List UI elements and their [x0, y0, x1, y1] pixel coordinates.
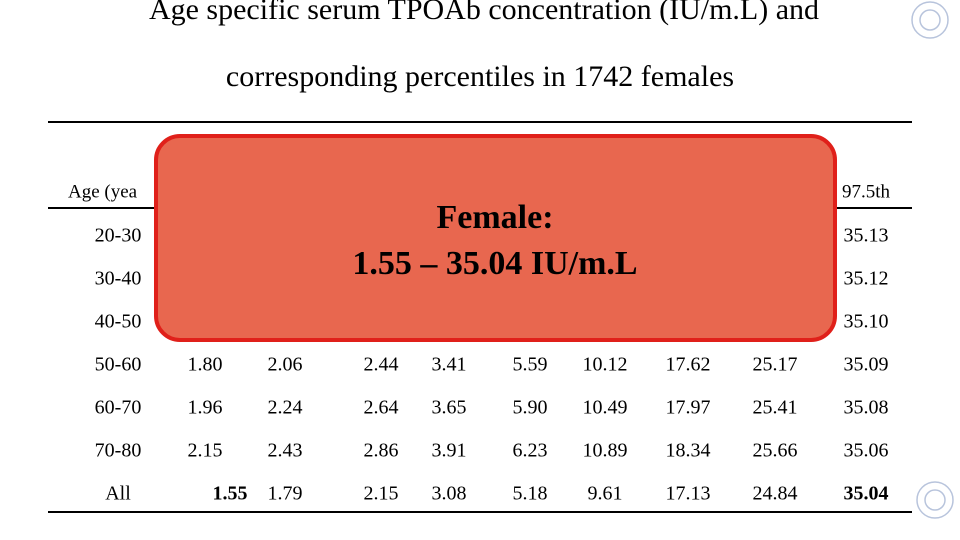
title-line: Age specific serum TPOAb concentration (…: [149, 0, 819, 26]
table-cell: 17.13: [666, 483, 711, 505]
table-cell: 17.62: [666, 354, 711, 376]
table: Age (yea 97.5th 20-30 35.13 30-40 35.12 40-50 3…: [68, 181, 891, 504]
row-label: 60-70: [95, 397, 142, 419]
row-label: 50-60: [95, 354, 142, 376]
table-cell: 2.15: [188, 440, 223, 462]
table-cell: 24.84: [753, 483, 798, 505]
table-cell: 2.15: [364, 483, 399, 505]
table-cell: 1.55: [213, 483, 248, 505]
table-cell: 6.23: [513, 440, 548, 462]
table-cell: 35.10: [844, 311, 889, 333]
table-cell: 25.66: [753, 440, 798, 462]
table-cell: 35.08: [844, 397, 889, 419]
table-header: 97.5th: [842, 181, 891, 202]
row-label: 30-40: [95, 268, 142, 290]
table-cell: 3.08: [432, 483, 467, 505]
row-label: All: [105, 483, 131, 505]
overlay-text: Female:: [436, 199, 553, 236]
table-cell: 1.96: [188, 397, 223, 419]
table-cell: 2.44: [364, 354, 399, 376]
table-cell: 2.43: [268, 440, 303, 462]
row-label: 20-30: [95, 225, 142, 247]
table-cell: 2.06: [268, 354, 303, 376]
table-cell: 1.79: [268, 483, 303, 505]
table-cell: 10.12: [583, 354, 628, 376]
table-cell: 1.80: [188, 354, 223, 376]
table-cell: 5.90: [513, 397, 548, 419]
table-cell: 5.18: [513, 483, 548, 505]
table-cell: 5.59: [513, 354, 548, 376]
table-cell: 35.12: [844, 268, 889, 290]
table-cell: 3.41: [432, 354, 467, 376]
table-cell: 35.13: [844, 225, 889, 247]
table-cell: 35.09: [844, 354, 889, 376]
table-cell: 9.61: [588, 483, 623, 505]
table-cell: 2.24: [268, 397, 303, 419]
table-cell: 3.65: [432, 397, 467, 419]
row-label: 40-50: [95, 311, 142, 333]
table-cell: 2.86: [364, 440, 399, 462]
title-line: corresponding percentiles in 1742 female…: [226, 60, 734, 93]
table-cell: 35.06: [844, 440, 889, 462]
table-header: Age (yea: [68, 181, 138, 202]
overlay-box: [154, 134, 837, 342]
table-cell: 17.97: [666, 397, 711, 419]
table-cell: 25.17: [753, 354, 798, 376]
row-label: 70-80: [95, 440, 142, 462]
table-cell: 10.49: [583, 397, 628, 419]
logo: [911, 1, 954, 519]
table-cell: 18.34: [666, 440, 711, 462]
table-cell: 10.89: [583, 440, 628, 462]
table-cell: 3.91: [432, 440, 467, 462]
table-cell: 2.64: [364, 397, 399, 419]
table-cell: 25.41: [753, 397, 798, 419]
overlay-text: 1.55 – 35.04 IU/m.L: [352, 245, 637, 282]
table-cell: 35.04: [844, 483, 889, 505]
